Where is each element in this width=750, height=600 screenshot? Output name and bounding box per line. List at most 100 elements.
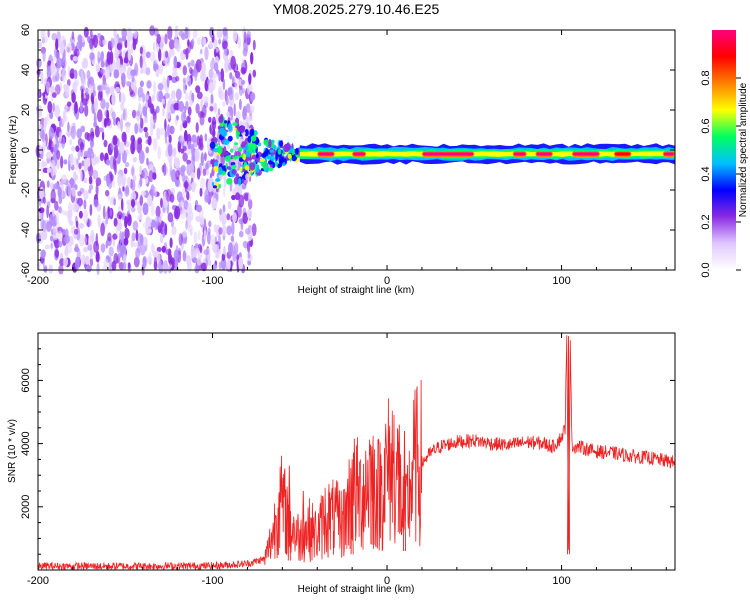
noise-speckle bbox=[178, 233, 183, 246]
peak-segment bbox=[536, 152, 552, 156]
noise-speckle bbox=[89, 127, 95, 142]
noise-speckle bbox=[78, 223, 85, 229]
snr-panel: -200 -100 0 100 2000 4000 6000 Height of strai… bbox=[7, 332, 676, 595]
noise-speckle bbox=[159, 233, 164, 244]
transition-blob bbox=[214, 161, 219, 167]
noise-speckle bbox=[195, 85, 201, 94]
noise-speckle bbox=[56, 149, 61, 160]
noise-speckle bbox=[150, 123, 154, 137]
transition-blob bbox=[227, 135, 233, 142]
noise-speckle bbox=[89, 138, 95, 149]
noise-speckle bbox=[187, 39, 190, 47]
noise-speckle bbox=[73, 69, 78, 80]
noise-speckle bbox=[89, 203, 93, 216]
noise-speckle bbox=[167, 26, 173, 40]
noise-speckle bbox=[175, 76, 180, 82]
noise-speckle bbox=[147, 135, 152, 146]
noise-speckle bbox=[100, 98, 106, 110]
snr-series-line bbox=[37, 335, 676, 571]
transition-blob bbox=[223, 139, 230, 145]
transition-blob bbox=[219, 127, 226, 135]
noise-speckle bbox=[71, 145, 76, 152]
noise-speckle bbox=[231, 221, 235, 236]
noise-speckle bbox=[175, 88, 182, 101]
noise-speckle bbox=[95, 250, 100, 263]
noise-speckle bbox=[145, 216, 151, 227]
transition-blob bbox=[239, 167, 243, 172]
noise-speckle bbox=[165, 50, 169, 59]
noise-speckle bbox=[246, 35, 251, 46]
noise-speckle bbox=[203, 249, 209, 256]
noise-speckle bbox=[92, 34, 98, 48]
transition-blob bbox=[249, 128, 255, 138]
noise-speckle bbox=[238, 85, 244, 96]
snr-xtick-label: -200 bbox=[27, 575, 49, 587]
noise-speckle bbox=[248, 193, 251, 201]
spectrogram-ytick-label: 40 bbox=[20, 64, 32, 76]
noise-speckle bbox=[234, 70, 241, 79]
noise-speckle bbox=[214, 102, 217, 114]
noise-speckle bbox=[187, 202, 193, 215]
noise-speckle bbox=[113, 217, 118, 227]
peak-segment bbox=[318, 152, 334, 156]
noise-speckle bbox=[102, 205, 106, 220]
noise-speckle bbox=[81, 88, 84, 103]
noise-speckle bbox=[237, 37, 242, 49]
noise-speckle bbox=[49, 182, 54, 190]
noise-speckle bbox=[234, 192, 241, 201]
noise-speckle bbox=[165, 188, 172, 202]
noise-speckle bbox=[66, 101, 72, 107]
noise-speckle bbox=[182, 145, 187, 152]
noise-speckle bbox=[251, 223, 257, 237]
noise-speckle bbox=[74, 243, 79, 252]
noise-speckle bbox=[142, 48, 147, 58]
transition-blob bbox=[218, 115, 224, 124]
noise-speckle bbox=[177, 140, 182, 153]
transition-blob bbox=[283, 143, 290, 153]
spectrogram-xlabel: Height of straight line (km) bbox=[298, 285, 415, 296]
noise-speckle bbox=[39, 212, 42, 220]
noise-speckle bbox=[155, 205, 161, 218]
noise-speckle bbox=[80, 142, 85, 151]
noise-speckle bbox=[147, 194, 153, 207]
noise-speckle bbox=[182, 250, 187, 262]
spectrogram-ytick-label: -20 bbox=[20, 182, 32, 198]
noise-speckle bbox=[61, 174, 67, 184]
noise-speckle bbox=[78, 210, 83, 219]
noise-speckle bbox=[180, 209, 186, 220]
noise-speckle bbox=[131, 109, 137, 119]
noise-speckle bbox=[39, 186, 44, 200]
noise-speckle bbox=[136, 110, 140, 117]
noise-speckle bbox=[212, 72, 219, 78]
transition-blob bbox=[224, 120, 228, 124]
transition-blob bbox=[231, 168, 237, 175]
noise-speckle bbox=[192, 251, 198, 258]
noise-speckle bbox=[200, 48, 203, 55]
noise-speckle bbox=[196, 204, 202, 213]
noise-speckle bbox=[186, 115, 191, 124]
noise-speckle bbox=[124, 228, 130, 240]
noise-speckle bbox=[58, 131, 63, 143]
noise-speckle bbox=[51, 32, 57, 41]
noise-speckle bbox=[185, 76, 190, 82]
noise-speckle bbox=[68, 220, 74, 226]
noise-speckle bbox=[183, 130, 188, 142]
transition-blob bbox=[282, 162, 286, 167]
noise-speckle bbox=[69, 138, 72, 146]
snr-ticks: -200 -100 0 100 2000 4000 6000 bbox=[20, 332, 675, 587]
noise-speckle bbox=[120, 198, 124, 211]
noise-speckle bbox=[142, 256, 147, 269]
noise-speckle bbox=[117, 120, 121, 129]
noise-speckle bbox=[70, 177, 74, 189]
noise-speckle bbox=[192, 28, 198, 39]
noise-speckle bbox=[183, 80, 187, 94]
noise-speckle bbox=[71, 187, 77, 197]
noise-speckle bbox=[174, 25, 179, 39]
noise-speckle bbox=[120, 72, 126, 83]
noise-speckle bbox=[100, 68, 106, 75]
noise-speckle bbox=[38, 207, 45, 214]
noise-speckle bbox=[65, 84, 70, 98]
noise-speckle bbox=[105, 83, 111, 98]
noise-speckle bbox=[64, 245, 69, 257]
